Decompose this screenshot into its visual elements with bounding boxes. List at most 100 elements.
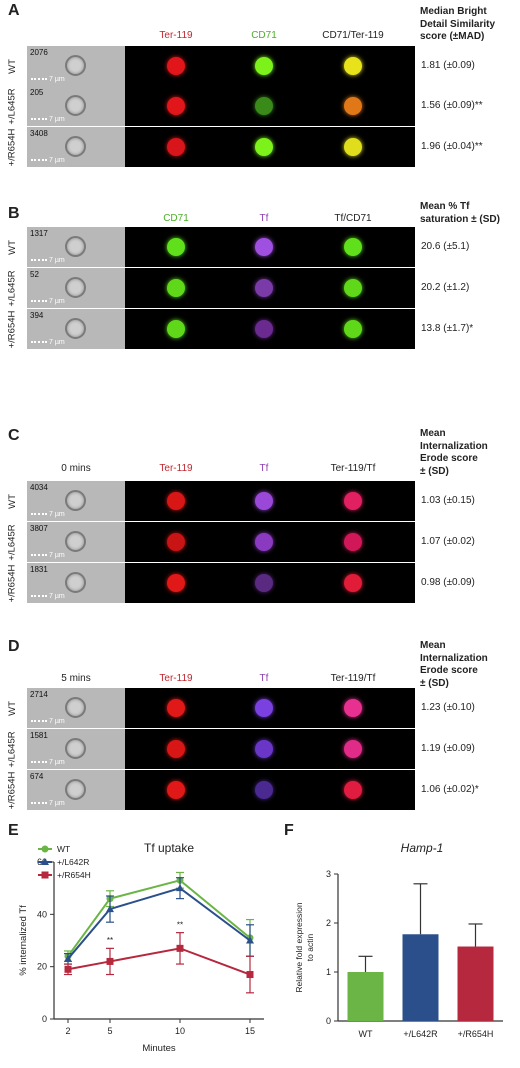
genotype-label: +/R654H (0, 309, 24, 349)
fluorescent-cell (344, 699, 362, 717)
fluorescent-cell (344, 97, 362, 115)
series-line-0 (67, 879, 251, 957)
category-label: WT (359, 1029, 373, 1039)
brightfield-cell (65, 318, 86, 339)
fluorescent-cell (344, 781, 362, 799)
fluorescent-cell (167, 781, 185, 799)
image-row: +/R654H 674 7 µm 1.06 (±0.02)* (0, 770, 520, 810)
genotype-text: +/L645R (6, 523, 18, 561)
metric-title-line: ± (SD) (420, 465, 449, 477)
brightfield-cell (65, 277, 86, 298)
image-row: +/R654H 394 7 µm 13.8 (±1.7)* (0, 309, 520, 349)
scale-bar-line (31, 259, 47, 262)
x-tick-label: 2 (65, 1026, 70, 1036)
genotype-text: WT (6, 58, 18, 74)
scale-bar-label: 7 µm (49, 157, 65, 164)
image-row: WT 2714 7 µm 1.23 (±0.10) (0, 688, 520, 728)
legend-marker (41, 871, 49, 879)
data-point (64, 954, 72, 962)
scale-bar: 7 µm (31, 759, 65, 766)
score-value: 0.98 (±0.09) (421, 577, 475, 588)
fluorescent-cell (344, 57, 362, 75)
channel-header: Tf (259, 673, 269, 684)
brightfield-image: 1317 7 µm (27, 227, 125, 267)
hamp1-chart: Hamp-1 0 1 2 3 Relative fold expression to act… (294, 841, 503, 1039)
chart-title: Tf uptake (144, 841, 194, 855)
image-strip: 4034 7 µm (27, 481, 415, 521)
metric-title: Mean % Tf saturation ± (SD) (420, 201, 520, 226)
cell-count: 3408 (30, 129, 48, 138)
fluorescent-cell (344, 492, 362, 510)
image-row: +/L645R 52 7 µm 20.2 (±1.2) (0, 268, 520, 308)
scale-bar-line (31, 300, 47, 303)
cell-count: 2076 (30, 48, 48, 57)
metric-title-line: Detail Similarity (420, 18, 496, 30)
score-value: 1.06 (±0.02)* (421, 784, 479, 795)
scale-bar-line (31, 78, 47, 81)
y-tick-label: 0 (326, 1016, 331, 1026)
data-point (176, 884, 184, 892)
cell-count: 2714 (30, 690, 48, 699)
brightfield-cell (65, 738, 86, 759)
fluorescent-cell (255, 492, 273, 510)
scale-bar: 7 µm (31, 593, 65, 600)
legend-label: WT (57, 844, 70, 854)
brightfield-image: 2714 7 µm (27, 688, 125, 728)
metric-title-line: Erode score (420, 453, 478, 464)
data-point (246, 936, 254, 944)
genotype-label: +/R654H (0, 563, 24, 603)
genotype-label: +/L645R (0, 268, 24, 308)
genotype-label: WT (0, 481, 24, 521)
significance-marker: ** (107, 936, 113, 945)
fluorescent-cell (255, 138, 273, 156)
series-line-1 (67, 887, 251, 960)
cell-count: 4034 (30, 483, 48, 492)
metric-title-line: Mean (420, 428, 446, 439)
scale-bar-label: 7 µm (49, 800, 65, 807)
scale-bar-line (31, 554, 47, 557)
score-value: 13.8 (±1.7)* (421, 323, 474, 334)
channel-header: Ter-119/Tf (330, 463, 376, 474)
cell-count: 3807 (30, 524, 48, 533)
brightfield-image: 1831 7 µm (27, 563, 125, 603)
score-value: 20.6 (±5.1) (421, 241, 470, 252)
scale-bar-line (31, 761, 47, 764)
cell-count: 1581 (30, 731, 48, 740)
image-strip: 2714 7 µm (27, 688, 415, 728)
fluorescent-cell (255, 699, 273, 717)
scale-bar: 7 µm (31, 116, 65, 123)
panel-label-e: E (8, 822, 19, 839)
genotype-text: +/L645R (6, 730, 18, 768)
brightfield-image: 2076 7 µm (27, 46, 125, 86)
image-row: WT 4034 7 µm 1.03 (±0.15) (0, 481, 520, 521)
fluorescent-cell (167, 533, 185, 551)
fluorescent-cell (255, 574, 273, 592)
panel-label-a: A (8, 2, 20, 19)
brightfield-cell (65, 95, 86, 116)
panel-label-d: D (8, 638, 20, 655)
fluorescent-cell (344, 138, 362, 156)
x-axis-label: Minutes (142, 1043, 176, 1054)
scale-bar-label: 7 µm (49, 339, 65, 346)
image-strip: 205 7 µm (27, 86, 415, 126)
scale-bar-line (31, 513, 47, 516)
genotype-text: +/L645R (6, 87, 18, 125)
genotype-label: WT (0, 227, 24, 267)
x-tick-label: 10 (175, 1026, 185, 1036)
genotype-label: +/L645R (0, 522, 24, 562)
scale-bar: 7 µm (31, 552, 65, 559)
bar (457, 946, 494, 1021)
image-strip: 394 7 µm (27, 309, 415, 349)
y-tick-label: 3 (326, 869, 331, 879)
brightfield-cell (65, 236, 86, 257)
fluorescent-cell (255, 320, 273, 338)
scale-bar-label: 7 µm (49, 593, 65, 600)
brightfield-image: 3408 7 µm (27, 127, 125, 167)
metric-title: Median Bright Detail Similarity score (±MA… (420, 6, 520, 44)
channel-header: Tf (259, 213, 269, 224)
image-strip: 3408 7 µm (27, 127, 415, 167)
data-point (64, 965, 72, 973)
brightfield-cell (65, 779, 86, 800)
scale-bar-label: 7 µm (49, 552, 65, 559)
scale-bar-label: 7 µm (49, 511, 65, 518)
